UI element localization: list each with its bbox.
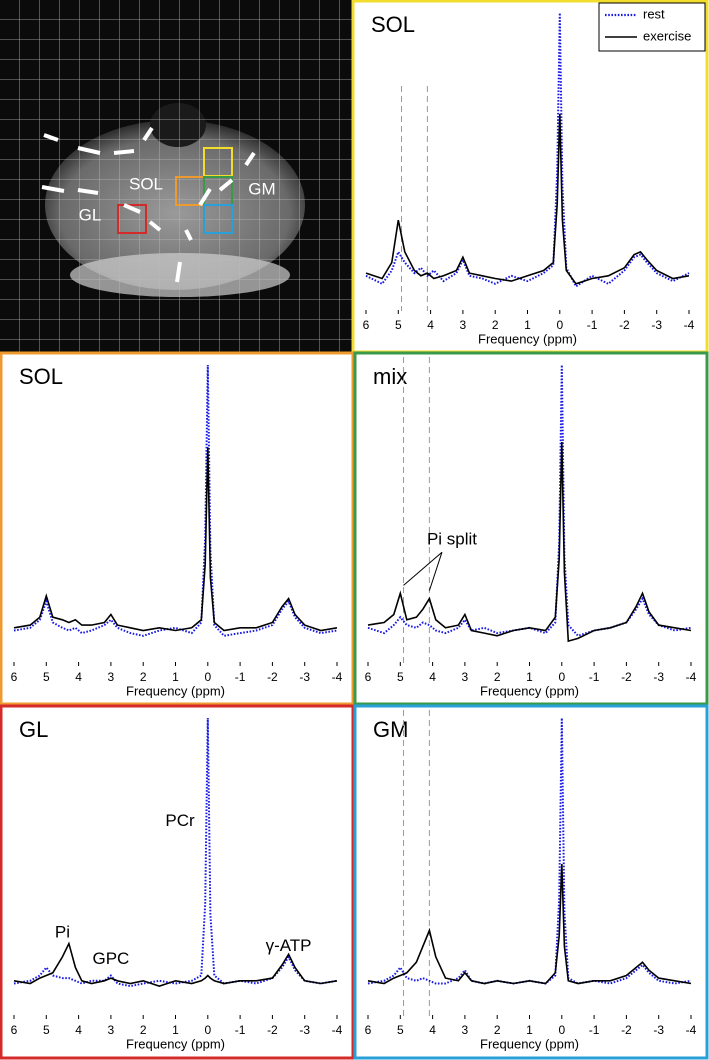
panel-title: GM	[373, 717, 408, 742]
annotation: γ-ATP	[266, 936, 312, 955]
x-axis-label: Frequency (ppm)	[478, 331, 577, 346]
x-tick-label: 0	[204, 670, 211, 684]
panel-title: mix	[373, 364, 407, 389]
x-tick-label: 1	[524, 318, 531, 332]
x-tick-label: 6	[363, 318, 370, 332]
x-tick-label: -1	[589, 670, 600, 684]
panel-title: SOL	[371, 12, 415, 37]
annotation-pointer	[428, 552, 443, 591]
annotation: GPC	[92, 949, 129, 968]
x-tick-label: 1	[526, 1023, 533, 1037]
image-label: GL	[79, 205, 102, 224]
x-tick-label: -3	[651, 318, 662, 332]
spectrum-line	[13, 447, 338, 632]
x-tick-label: -4	[332, 670, 343, 684]
x-tick-label: -4	[686, 670, 697, 684]
spectrum-line	[367, 863, 692, 985]
annotation: Pi split	[427, 530, 477, 549]
x-axis-label: Frequency (ppm)	[480, 683, 579, 698]
annotation-pointer	[403, 551, 443, 586]
x-tick-label: -1	[587, 318, 598, 332]
x-tick-label: -1	[235, 1023, 246, 1037]
panel-title: SOL	[19, 364, 63, 389]
x-tick-label: 3	[460, 318, 467, 332]
spectrum-line	[13, 364, 338, 637]
mri-image: SOL GM GL	[0, 0, 352, 352]
x-tick-label: -3	[653, 670, 664, 684]
spectrum-line	[365, 12, 690, 288]
x-tick-label: 2	[494, 670, 501, 684]
x-tick-label: -1	[235, 670, 246, 684]
x-tick-label: 4	[429, 1023, 436, 1037]
x-tick-label: 5	[397, 670, 404, 684]
x-tick-label: -2	[621, 1023, 632, 1037]
x-tick-label: 5	[43, 670, 50, 684]
x-tick-label: 1	[172, 670, 179, 684]
image-label: GM	[248, 179, 275, 198]
x-tick-label: 5	[397, 1023, 404, 1037]
x-tick-label: 0	[558, 1023, 565, 1037]
panel-frame	[0, 704, 355, 1060]
annotation: PCr	[165, 811, 195, 830]
x-tick-label: 4	[75, 670, 82, 684]
x-tick-label: -4	[332, 1023, 343, 1037]
image-label: SOL	[129, 174, 163, 193]
spectrum-line	[367, 717, 692, 985]
x-tick-label: 2	[140, 1023, 147, 1037]
x-tick-label: 3	[462, 670, 469, 684]
x-tick-label: 0	[204, 1023, 211, 1037]
x-tick-label: 0	[558, 670, 565, 684]
x-tick-label: 2	[492, 318, 499, 332]
panel-frame	[351, 0, 709, 354]
x-tick-label: 6	[365, 670, 372, 684]
panel-frame	[353, 351, 709, 706]
x-tick-label: -4	[686, 1023, 697, 1037]
x-tick-label: -2	[267, 670, 278, 684]
x-tick-label: -2	[621, 670, 632, 684]
x-tick-label: 1	[526, 670, 533, 684]
x-tick-label: -4	[684, 318, 695, 332]
x-tick-label: -2	[619, 318, 630, 332]
x-tick-label: -2	[267, 1023, 278, 1037]
x-tick-label: 5	[395, 318, 402, 332]
x-tick-label: 3	[462, 1023, 469, 1037]
annotation: Pi	[55, 923, 70, 942]
panel-frame	[353, 704, 709, 1060]
x-tick-label: 3	[108, 1023, 115, 1037]
spectrum-line	[367, 441, 692, 643]
spectrum-line	[13, 717, 338, 988]
x-tick-label: 5	[43, 1023, 50, 1037]
spectrum-line	[365, 113, 690, 285]
x-tick-label: 0	[556, 318, 563, 332]
spectrum-line	[13, 941, 338, 987]
legend: rest exercise	[598, 2, 706, 52]
x-tick-label: -3	[653, 1023, 664, 1037]
x-tick-label: -3	[299, 1023, 310, 1037]
legend-label: rest	[643, 6, 665, 21]
panel-title: GL	[19, 717, 48, 742]
x-tick-label: 6	[11, 670, 18, 684]
x-tick-label: 3	[108, 670, 115, 684]
x-tick-label: 1	[172, 1023, 179, 1037]
x-tick-label: 4	[75, 1023, 82, 1037]
x-tick-label: -3	[299, 670, 310, 684]
x-tick-label: 2	[140, 670, 147, 684]
x-axis-label: Frequency (ppm)	[126, 1036, 225, 1051]
panel-frame	[0, 351, 355, 706]
x-tick-label: 4	[429, 670, 436, 684]
x-tick-label: 6	[11, 1023, 18, 1037]
legend-box	[598, 2, 706, 52]
legend-label: exercise	[643, 28, 691, 43]
x-tick-label: 6	[365, 1023, 372, 1037]
x-axis-label: Frequency (ppm)	[480, 1036, 579, 1051]
x-tick-label: 4	[427, 318, 434, 332]
x-axis-label: Frequency (ppm)	[126, 683, 225, 698]
x-tick-label: -1	[589, 1023, 600, 1037]
x-tick-label: 2	[494, 1023, 501, 1037]
